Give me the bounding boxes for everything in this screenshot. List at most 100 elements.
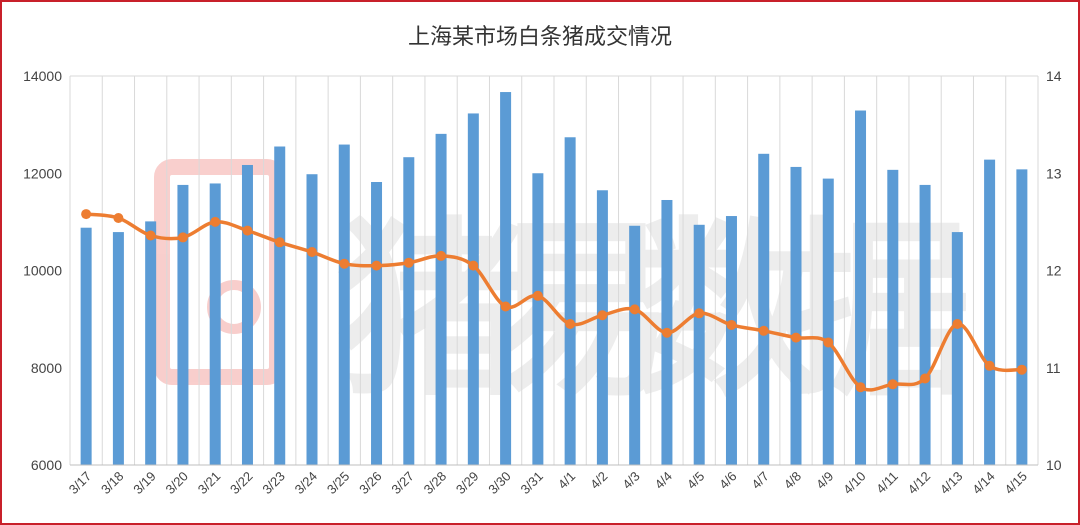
bar	[532, 173, 544, 465]
bar	[596, 190, 608, 466]
bar	[564, 137, 576, 465]
x-tick-label: 4/3	[619, 469, 642, 492]
y-left-tick-label: 10000	[23, 263, 62, 279]
line-point	[242, 225, 253, 236]
x-tick-label: 4/10	[840, 469, 869, 498]
bar	[1016, 169, 1028, 466]
line-point	[403, 257, 414, 268]
line-point	[629, 304, 640, 315]
bar	[919, 184, 931, 466]
line-point	[339, 258, 350, 269]
watermark-char: 猪	[337, 201, 527, 422]
y-left-tick-label: 6000	[31, 457, 62, 473]
x-tick-label: 3/23	[259, 469, 288, 498]
line-point	[468, 260, 479, 271]
x-tick-label: 3/24	[292, 469, 321, 498]
line-point	[694, 308, 705, 319]
bar	[371, 182, 383, 465]
x-tick-label: 3/31	[517, 469, 546, 498]
x-tick-label: 4/8	[781, 469, 804, 492]
x-tick-label: 3/25	[324, 469, 353, 498]
x-tick-label: 3/20	[163, 469, 192, 498]
line-point	[113, 212, 124, 223]
line-point	[371, 260, 382, 271]
y-right-tick-label: 13	[1046, 165, 1062, 181]
watermark-char: 易	[485, 201, 675, 422]
line-point	[436, 250, 447, 261]
bar	[112, 232, 124, 465]
bar-series	[80, 92, 1028, 466]
bar	[822, 178, 834, 465]
x-tick-label: 3/17	[66, 469, 95, 498]
x-tick-label: 4/6	[716, 469, 739, 492]
bar	[80, 227, 92, 465]
line-point	[952, 318, 963, 329]
x-tick-label: 3/26	[356, 469, 385, 498]
x-tick-label: 3/18	[98, 469, 127, 498]
line-point	[984, 360, 995, 371]
bar	[145, 221, 157, 465]
x-tick-label: 4/13	[937, 469, 966, 498]
y-left-tick-label: 8000	[31, 360, 62, 376]
x-tick-label: 3/29	[453, 469, 482, 498]
bar	[467, 113, 479, 465]
x-tick-label: 4/4	[652, 469, 675, 492]
y-right-tick-label: 14	[1046, 68, 1062, 84]
y-left-tick-label: 14000	[23, 68, 62, 84]
gridlines	[69, 75, 1039, 465]
x-tick-label: 4/1	[555, 469, 578, 492]
x-tick-label: 4/14	[969, 469, 998, 498]
y-left-tick-label: 12000	[23, 165, 62, 181]
y-right-tick-label: 10	[1046, 457, 1062, 473]
bar	[306, 174, 318, 465]
bar	[435, 133, 447, 465]
line-point	[565, 318, 576, 329]
line-point	[1016, 364, 1027, 375]
bar	[855, 110, 867, 466]
x-tick-label: 3/27	[388, 469, 417, 498]
line-point	[823, 337, 834, 348]
x-tick-label: 3/22	[227, 469, 256, 498]
line-point	[887, 379, 898, 390]
bar	[403, 157, 415, 466]
y-right-tick-label: 11	[1046, 360, 1061, 376]
line-point	[81, 209, 92, 220]
line-point	[177, 232, 188, 243]
bar	[758, 153, 770, 466]
bar	[984, 159, 996, 465]
bar	[338, 144, 350, 465]
bar	[693, 224, 705, 465]
line-point	[307, 247, 317, 258]
line-series	[81, 209, 1027, 393]
bar	[790, 166, 802, 465]
line-point	[500, 301, 511, 312]
x-tick-label: 4/9	[813, 469, 836, 492]
bar	[500, 92, 512, 465]
watermark-char: 据	[781, 201, 971, 422]
x-tick-label: 4/11	[873, 469, 901, 497]
bar	[209, 183, 221, 465]
bar	[241, 164, 253, 465]
bar	[177, 184, 189, 466]
line-point	[145, 230, 156, 241]
x-tick-label: 4/7	[748, 469, 771, 492]
line-point	[758, 325, 769, 336]
line-point	[661, 327, 672, 338]
bar	[951, 232, 963, 465]
bar	[725, 216, 737, 465]
line-point	[855, 382, 866, 393]
line-point	[726, 319, 737, 330]
x-tick-label: 3/28	[421, 469, 450, 498]
x-tick-label: 4/2	[587, 469, 610, 492]
line-point	[597, 310, 608, 321]
bar	[629, 225, 641, 465]
x-tick-label: 4/15	[1001, 469, 1030, 498]
bar	[274, 146, 286, 465]
line-point	[791, 332, 801, 343]
x-tick-label: 4/5	[684, 469, 707, 492]
bar	[887, 169, 899, 465]
x-tick-label: 4/12	[905, 469, 934, 498]
y-right-tick-label: 12	[1046, 263, 1062, 279]
